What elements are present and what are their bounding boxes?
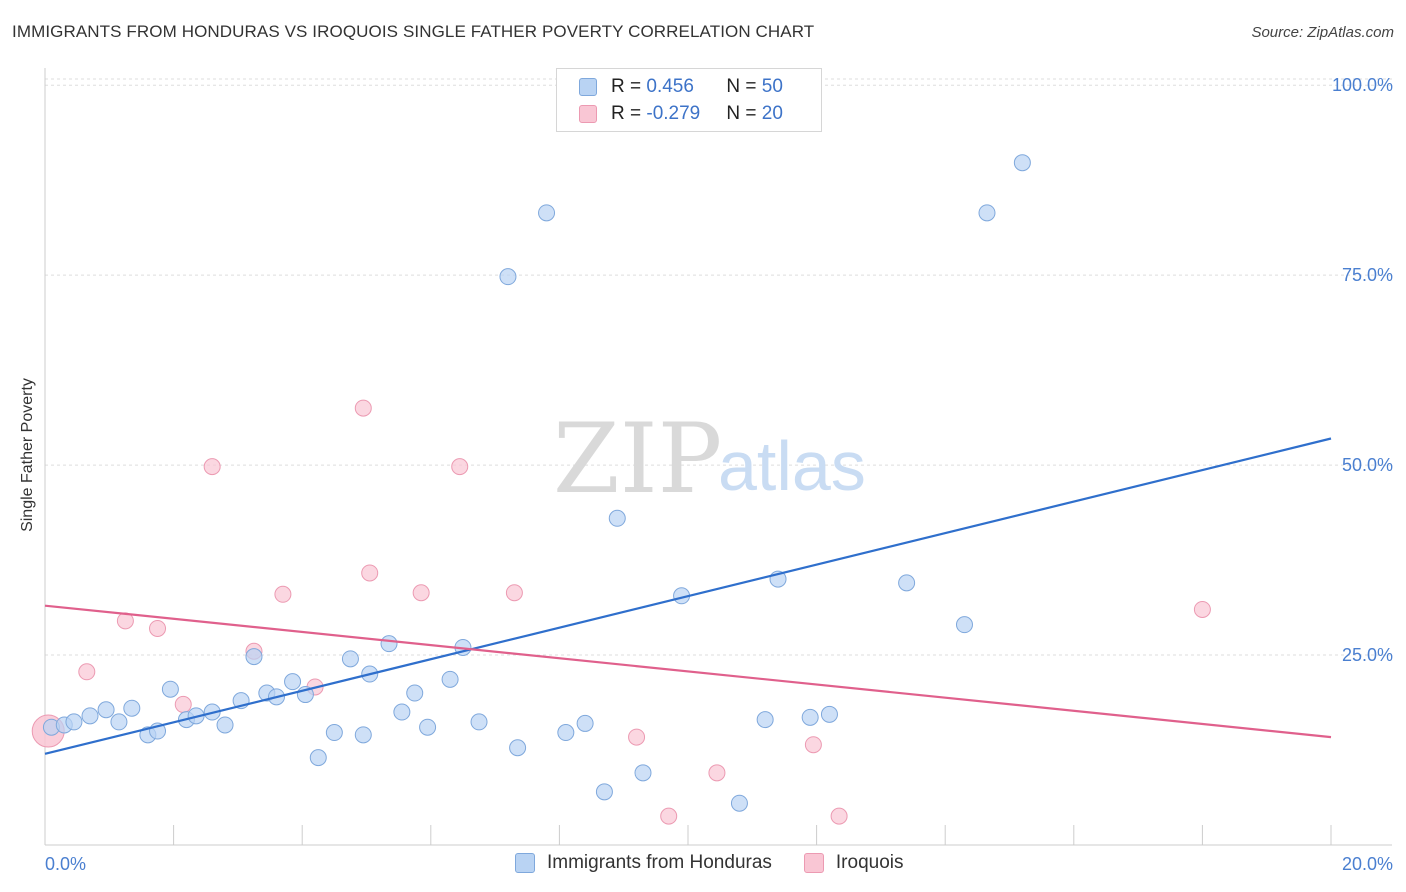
- honduras-point: [341, 650, 359, 668]
- watermark-atlas: atlas: [718, 427, 866, 505]
- honduras-point: [284, 673, 302, 691]
- honduras-legend-swatch-icon: [515, 853, 535, 873]
- legend-r-label: R =: [611, 76, 647, 97]
- legend-n-value: 50: [761, 76, 783, 97]
- honduras-point: [730, 794, 748, 812]
- honduras-point: [309, 749, 327, 767]
- iroquois-trendline: [44, 604, 1332, 739]
- iroquois-swatch-icon: [579, 105, 597, 123]
- honduras-point: [354, 726, 372, 744]
- honduras-point: [216, 716, 234, 734]
- legend-n-value: 20: [761, 103, 783, 124]
- gridlines: [45, 78, 1392, 656]
- stats-legend: R = 0.456 N = 50 R = -0.279 N = 20: [556, 68, 822, 132]
- y-tick-label: 50.0%: [1342, 455, 1393, 475]
- chart-title: IMMIGRANTS FROM HONDURAS VS IROQUOIS SIN…: [12, 22, 815, 41]
- iroquois-point: [149, 619, 167, 637]
- honduras-point: [756, 711, 774, 729]
- honduras-point: [161, 680, 179, 698]
- iroquois-point: [78, 663, 96, 681]
- tick-labels: 25.0% 50.0% 75.0% 100.0% 0.0% 20.0%: [45, 75, 1393, 874]
- honduras-point: [499, 268, 517, 286]
- honduras-point: [419, 718, 437, 736]
- iroquois-point: [274, 585, 292, 603]
- honduras-point: [441, 670, 459, 688]
- honduras-point: [1013, 154, 1031, 172]
- source-label: Source: ZipAtlas.com: [1251, 24, 1394, 41]
- honduras-point: [898, 574, 916, 592]
- honduras-point: [406, 684, 424, 702]
- legend-row-iroquois: R = -0.279 N = 20: [579, 101, 783, 127]
- honduras-point: [595, 783, 613, 801]
- legend-r-value: 0.456: [646, 76, 694, 97]
- honduras-point: [820, 705, 838, 723]
- watermark-zip: ZIP: [553, 403, 722, 515]
- legend-n-label: N =: [726, 103, 762, 124]
- honduras-point: [634, 764, 652, 782]
- legend-item-iroquois[interactable]: Iroquois: [803, 852, 904, 874]
- iroquois-point: [708, 764, 726, 782]
- y-tick-label: 75.0%: [1342, 265, 1393, 285]
- iroquois-point: [660, 807, 678, 825]
- y-tick-label: 25.0%: [1342, 645, 1393, 665]
- series-legend: Immigrants from Honduras Iroquois: [515, 852, 936, 874]
- iroquois-point: [203, 458, 221, 476]
- iroquois-point: [174, 695, 192, 713]
- honduras-point: [801, 708, 819, 726]
- iroquois-point: [830, 807, 848, 825]
- legend-r-value: -0.279: [646, 103, 701, 124]
- honduras-swatch-icon: [579, 78, 597, 96]
- iroquois-point: [628, 728, 646, 746]
- honduras-point: [576, 714, 594, 732]
- honduras-point: [557, 724, 575, 742]
- honduras-point: [325, 724, 343, 742]
- honduras-point: [65, 713, 83, 731]
- y-tick-label: 100.0%: [1332, 75, 1393, 95]
- honduras-trendline: [44, 437, 1332, 755]
- iroquois-point: [354, 399, 372, 417]
- legend-r-label: R =: [611, 103, 647, 124]
- honduras-point: [509, 739, 527, 757]
- x-tick-label: 20.0%: [1342, 854, 1393, 874]
- watermark: ZIP atlas: [553, 403, 866, 515]
- iroquois-point: [361, 564, 379, 582]
- iroquois-point: [1193, 600, 1211, 618]
- honduras-point: [81, 707, 99, 725]
- honduras-point: [245, 648, 263, 666]
- iroquois-point: [804, 736, 822, 754]
- legend-item-honduras[interactable]: Immigrants from Honduras: [515, 852, 772, 874]
- legend-n-label: N =: [726, 76, 762, 97]
- honduras-point: [470, 713, 488, 731]
- honduras-point: [393, 703, 411, 721]
- trendlines: [44, 437, 1332, 755]
- data-points: [31, 154, 1211, 825]
- honduras-point: [608, 509, 626, 527]
- honduras-point: [380, 635, 398, 653]
- iroquois-point: [505, 584, 523, 602]
- iroquois-point: [412, 584, 430, 602]
- honduras-point: [538, 204, 556, 222]
- honduras-point: [123, 699, 141, 717]
- x-tick-label: 0.0%: [45, 854, 86, 874]
- honduras-point: [978, 204, 996, 222]
- iroquois-legend-swatch-icon: [803, 853, 824, 873]
- legend-label-iroquois: Iroquois: [835, 852, 904, 873]
- honduras-point: [955, 616, 973, 634]
- legend-label-honduras: Immigrants from Honduras: [547, 852, 772, 873]
- honduras-point: [97, 701, 115, 719]
- iroquois-point: [451, 458, 469, 476]
- honduras-point: [110, 713, 128, 731]
- legend-row-honduras: R = 0.456 N = 50: [579, 74, 783, 100]
